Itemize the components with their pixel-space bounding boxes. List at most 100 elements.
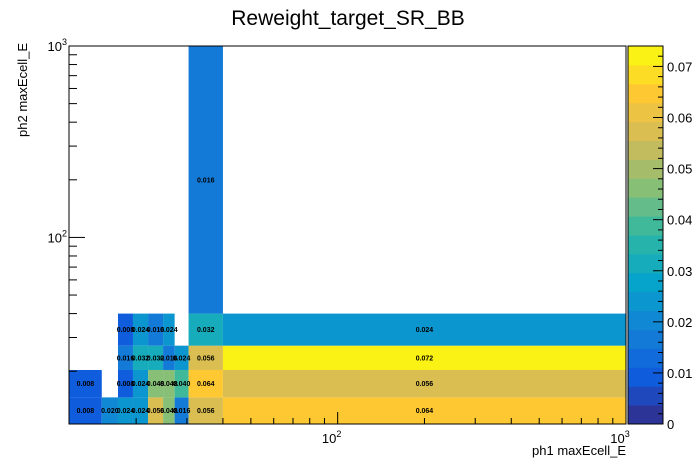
colorbar-band [628, 64, 663, 85]
colorbar-band [628, 272, 663, 293]
cell-value-label: 0.056 [197, 408, 215, 415]
y-axis: 102 103 [48, 37, 85, 372]
cell-value-label: 0.048 [160, 381, 178, 388]
colorbar-tick-label: 0.04 [667, 213, 692, 228]
cell-value-label: 0.016 [160, 355, 178, 362]
cell-value-label: 0.020 [101, 408, 119, 415]
heatmap-cell [163, 369, 175, 398]
heatmap-cell [188, 345, 223, 370]
colorbar-band [628, 83, 663, 104]
cell-value-label: 0.024 [173, 355, 191, 362]
heatmap-cell [69, 397, 102, 424]
cell-value-label: 0.048 [160, 408, 178, 415]
colorbar-tick-label: 0.06 [667, 111, 692, 126]
colorbar-tick-label: 0.01 [667, 366, 692, 381]
colorbar-band [628, 310, 663, 330]
colorbar-frame [627, 45, 664, 425]
cell-value-label: 0.008 [117, 381, 135, 388]
colorbar-tick-label: 0.02 [667, 315, 692, 330]
heatmap-cell [132, 345, 149, 370]
plot-frame [68, 45, 627, 425]
heatmap-cell [188, 46, 223, 314]
colorbar-band [628, 121, 663, 141]
cell-value-label: 0.048 [147, 381, 165, 388]
colorbar-band [628, 197, 663, 217]
cell-value-label: 0.024 [160, 327, 178, 334]
cell-value-label: 0.008 [117, 327, 135, 334]
heatmap-cell [117, 397, 133, 424]
colorbar-tick-label: 0.05 [667, 162, 692, 177]
colorbar-tick-label: 0.03 [667, 264, 692, 279]
cell-value-label: 0.008 [77, 408, 95, 415]
cell-value-label: 0.040 [173, 381, 191, 388]
heatmap-cell [163, 397, 175, 424]
heatmap-cell [222, 369, 626, 398]
cell-value-label: 0.016 [147, 327, 165, 334]
cell-value-label: 0.016 [197, 177, 215, 184]
heatmap-cell [117, 345, 133, 370]
cell-value-label: 0.064 [416, 408, 434, 415]
cell-value-label: 0.016 [173, 408, 191, 415]
cell-value-label: 0.032 [132, 355, 150, 362]
heatmap-cell [101, 397, 118, 424]
cell-value-label: 0.056 [147, 408, 165, 415]
cell-value-label: 0.016 [117, 355, 135, 362]
x-tick-label: 102 [322, 429, 341, 446]
cell-value-label: 0.064 [197, 381, 215, 388]
heatmap-cells [69, 46, 626, 424]
heatmap-cell [132, 369, 149, 398]
heatmap-cell [188, 313, 223, 346]
colorbar-band [628, 386, 663, 406]
heatmap-cell [222, 345, 626, 370]
colorbar-tick-label: 0 [667, 417, 674, 432]
heatmap-cell [174, 369, 189, 398]
cell-value-label: 0.072 [416, 355, 434, 362]
y-tick-label: 102 [48, 228, 67, 245]
cell-value-label: 0.032 [197, 327, 215, 334]
cell-value-label: 0.024 [132, 381, 150, 388]
colorbar-band [628, 178, 663, 198]
colorbar-band [628, 235, 663, 255]
heatmap-cell [132, 313, 149, 346]
heatmap-cell [148, 313, 164, 346]
heatmap-cell [148, 369, 164, 398]
colorbar-band [628, 291, 663, 312]
colorbar-band [628, 367, 663, 387]
heatmap-cell [117, 369, 133, 398]
heatmap-cell [148, 345, 164, 370]
heatmap-cell [222, 313, 626, 346]
colorbar-band [628, 159, 663, 179]
colorbar-band [628, 253, 663, 274]
heatmap-cell [163, 345, 175, 370]
colorbar-band [628, 348, 663, 368]
colorbar-tick-label: 0.07 [667, 59, 692, 74]
heatmap-cell [132, 397, 149, 424]
heatmap-cell [69, 369, 102, 398]
heatmap-cell [188, 397, 223, 424]
cell-value-label: 0.024 [132, 408, 150, 415]
cell-value-label: 0.056 [416, 381, 434, 388]
colorbar-band [628, 329, 663, 349]
x-axis-label: ph1 maxEcell_E [532, 443, 626, 458]
cell-value-label: 0.032 [147, 355, 165, 362]
heatmap-cell [188, 369, 223, 398]
heatmap-cell [174, 397, 189, 424]
colorbar: 0 0.01 0.02 0.03 0.04 0.05 0.06 0.07 [627, 45, 692, 432]
heatmap-cell [148, 397, 164, 424]
cell-value-label: 0.024 [416, 327, 434, 334]
cell-value-label: 0.008 [77, 381, 95, 388]
cell-value-label: 0.024 [132, 327, 150, 334]
heatmap-cell [117, 313, 133, 346]
chart-title: Reweight_target_SR_BB [231, 7, 464, 30]
colorbar-band [628, 405, 663, 425]
heatmap-cell [163, 313, 175, 346]
y-axis-label: ph2 maxEcell_E [15, 43, 30, 137]
cell-value-label: 0.056 [197, 355, 215, 362]
cell-value-label: 0.024 [117, 408, 135, 415]
colorbar-band [628, 102, 663, 123]
heatmap-cell [174, 345, 189, 370]
colorbar-band [628, 216, 663, 236]
y-tick-label: 103 [48, 37, 67, 54]
